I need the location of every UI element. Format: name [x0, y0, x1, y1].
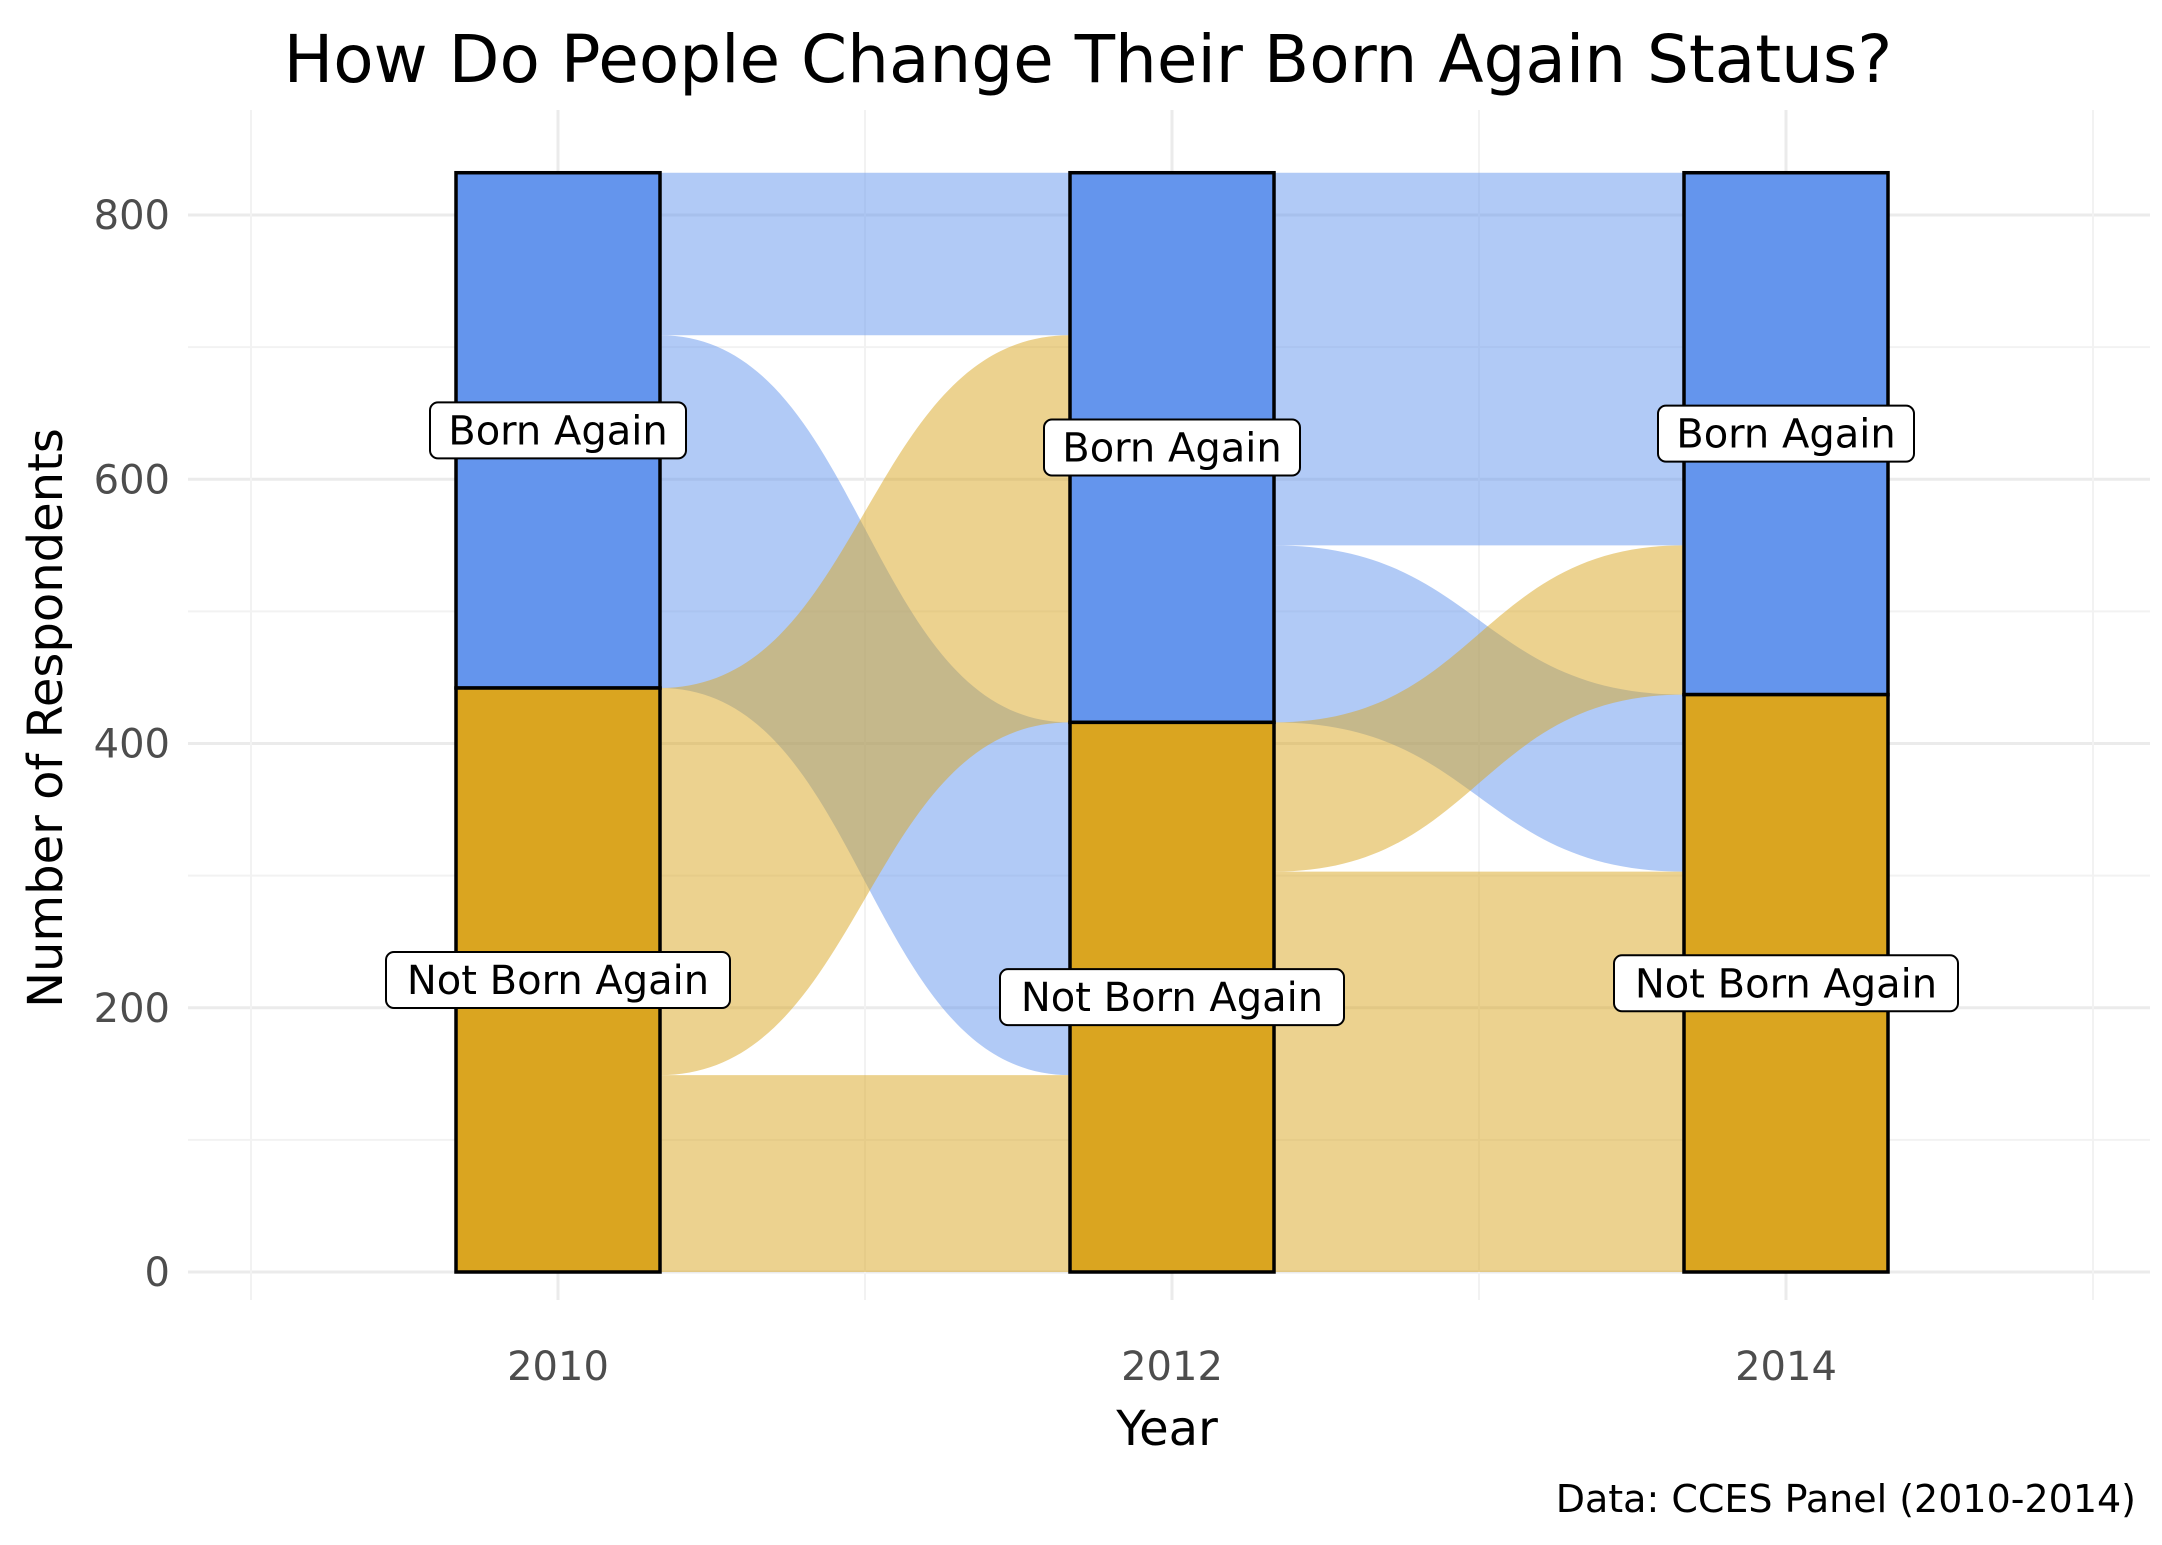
stratum-label-box [429, 401, 687, 460]
stratum-label-box [1657, 404, 1915, 463]
stratum-label-box [999, 968, 1345, 1027]
stratum-label: Not Born Again [407, 958, 709, 1004]
stratum-label: Born Again [1676, 412, 1895, 458]
flow-not-born-again-to-not-born-again [1274, 871, 1684, 1272]
stratum-label: Not Born Again [1635, 961, 1937, 1007]
y-tick-label: 400 [94, 722, 170, 768]
chart-title: How Do People Change Their Born Again St… [284, 21, 1893, 98]
x-tick-label: 2010 [507, 1344, 609, 1390]
flow-not-born-again-to-not-born-again [660, 1075, 1070, 1272]
y-tick-label: 0 [145, 1250, 170, 1296]
stratum-label: Born Again [448, 408, 667, 454]
stratum-label: Not Born Again [1021, 975, 1323, 1021]
y-tick-label: 800 [94, 193, 170, 239]
stratum-label-box [1043, 418, 1301, 477]
x-tick-label: 2012 [1121, 1344, 1223, 1390]
stratum-label-box [385, 951, 731, 1010]
y-tick-label: 200 [94, 986, 170, 1032]
chart-caption: Data: CCES Panel (2010-2014) [1556, 1477, 2136, 1521]
y-axis-title: Number of Respondents [18, 428, 74, 1008]
axis-layer: 0 200 400 600 800 2010 2012 2014 [94, 193, 1837, 1390]
flow-not-born-again-to-born-again [660, 335, 1070, 1076]
flow-layer [660, 172, 1684, 1272]
flow-born-again-to-born-again [1274, 172, 1684, 546]
stratum-label-box [1613, 954, 1959, 1013]
flow-not-born-again-to-born-again [1274, 545, 1684, 872]
stratum-label: Born Again [1062, 426, 1281, 472]
label-layer: Born Again Not Born Again Born Again Not Bo… [385, 401, 1959, 1027]
flow-born-again-to-born-again [660, 172, 1070, 336]
x-tick-label: 2014 [1735, 1344, 1837, 1390]
y-tick-label: 600 [94, 457, 170, 503]
x-axis-title: Year [1115, 1401, 1218, 1457]
